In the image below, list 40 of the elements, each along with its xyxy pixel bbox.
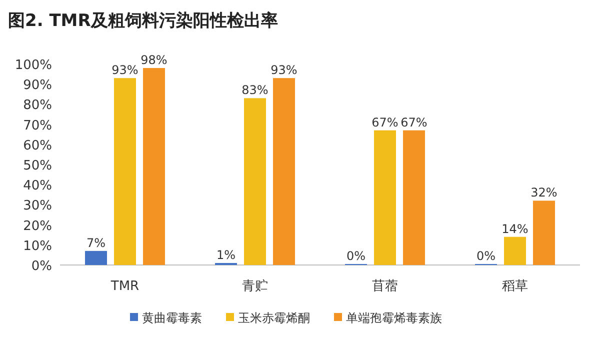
y-tick-label: 60% [23, 138, 52, 154]
y-tick-label: 0% [31, 259, 52, 274]
y-tick-label: 40% [23, 178, 52, 194]
bar [374, 130, 396, 265]
y-tick-label: 50% [23, 158, 52, 174]
bar [85, 250, 107, 265]
data-label: 0% [346, 249, 366, 263]
data-label: 93% [112, 63, 138, 78]
y-tick-label: 20% [23, 218, 52, 234]
bar [504, 236, 526, 265]
data-label: 0% [476, 249, 496, 263]
y-tick-label: 10% [23, 238, 52, 254]
data-label: 67% [400, 115, 428, 130]
x-tick-label: TMR [110, 279, 140, 294]
data-label: 83% [242, 83, 268, 98]
bar [143, 68, 165, 265]
bar [403, 130, 425, 265]
y-tick-label: 80% [23, 98, 52, 114]
y-tick-label: 70% [23, 118, 52, 134]
x-tick-label: 苜蓿 [372, 279, 398, 294]
x-tick-label: 稻草 [502, 279, 528, 294]
data-label: 7% [86, 236, 106, 250]
bar [533, 200, 555, 265]
y-tick-label: 30% [23, 198, 52, 214]
legend-label: 玉米赤霉烯酮 [238, 311, 310, 325]
data-label: 67% [372, 115, 398, 130]
data-label: 32% [530, 186, 558, 200]
y-tick-label: 100% [14, 58, 52, 73]
data-label: 14% [502, 222, 528, 236]
data-label: 98% [140, 53, 168, 68]
legend-label: 黄曲霉毒素 [142, 311, 202, 325]
bar [273, 78, 295, 265]
data-label: 1% [216, 248, 236, 262]
bar [244, 98, 266, 265]
data-label: 93% [270, 63, 298, 78]
chart-title: 图2. TMR及粗饲料污染阳性检出率 [8, 11, 278, 31]
y-tick-label: 90% [23, 78, 52, 94]
bar [114, 78, 136, 265]
x-tick-label: 青贮 [242, 279, 268, 294]
legend-label: 单端孢霉烯毒素族 [346, 311, 442, 325]
